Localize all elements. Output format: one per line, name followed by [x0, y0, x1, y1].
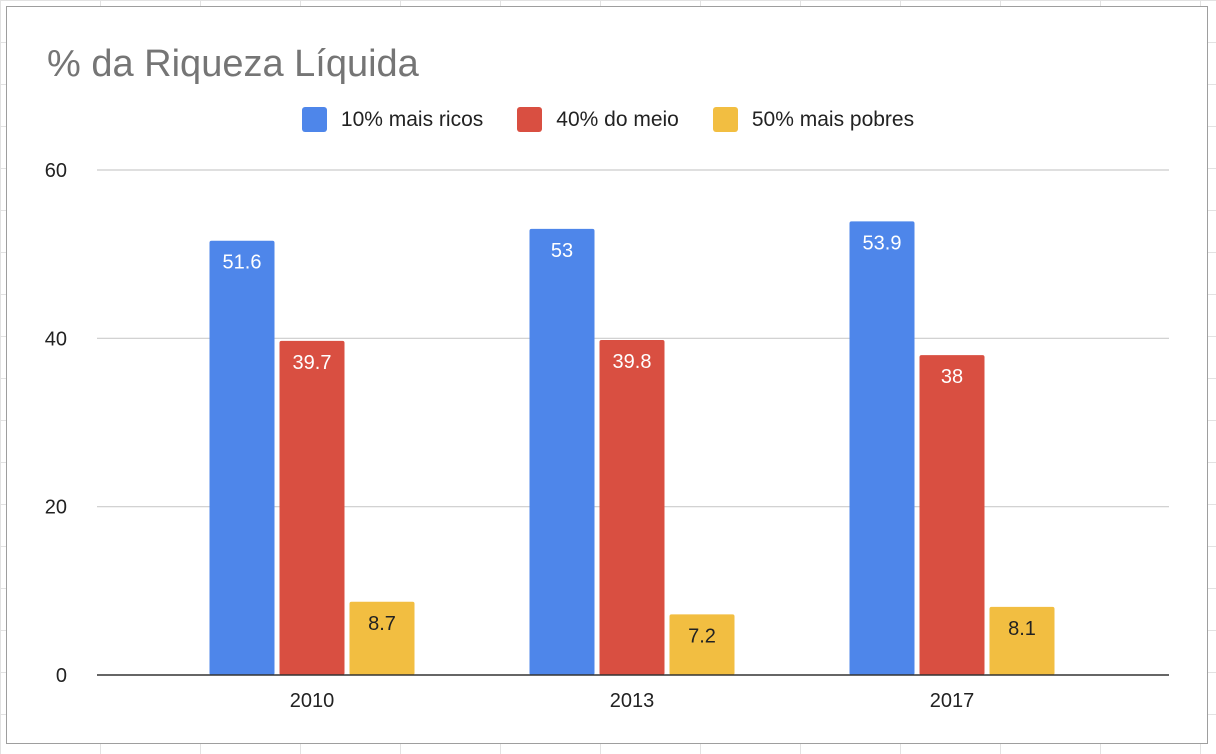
legend-item-40-do-meio[interactable]: 40% do meio — [517, 107, 679, 132]
bar-2010-series-2[interactable] — [279, 340, 345, 675]
legend-item-10-mais-ricos[interactable]: 10% mais ricos — [301, 107, 484, 132]
data-labels: 51.6 39.7 8.7 53 39.8 7.2 53.9 38 8.1 — [223, 232, 1036, 647]
x-tick-label-2013: 2013 — [610, 690, 655, 712]
data-label-2010-series-3: 8.7 — [368, 613, 396, 635]
legend-swatch-10-mais-ricos — [301, 107, 327, 132]
y-tick-label-60: 60 — [45, 160, 67, 182]
data-label-2017-series-2: 38 — [941, 366, 963, 388]
legend-label-10-mais-ricos: 10% mais ricos — [340, 107, 484, 131]
bar-2010-series-1[interactable] — [209, 240, 275, 675]
x-tick-label-2010: 2010 — [290, 690, 335, 712]
bar-2013-series-3[interactable] — [669, 614, 735, 675]
y-tick-label-40: 40 — [45, 328, 67, 350]
legend-swatch-50-mais-pobres — [712, 107, 738, 132]
legend-label-50-mais-pobres: 50% mais pobres — [751, 107, 915, 131]
bar-2017-series-1[interactable] — [849, 221, 915, 675]
bar-2010-series-3[interactable] — [349, 601, 415, 675]
x-axis-ticks: 2010 2013 2017 — [290, 690, 975, 712]
y-tick-label-20: 20 — [45, 497, 67, 519]
bars — [209, 221, 1055, 675]
data-label-2010-series-1: 51.6 — [223, 252, 262, 274]
chart-legend: 10% mais ricos 40% do meio 50% mais pobr… — [7, 107, 1209, 132]
bar-2013-series-2[interactable] — [599, 340, 665, 675]
data-label-2013-series-1: 53 — [551, 240, 573, 262]
legend-swatch-40-do-meio — [517, 107, 543, 132]
data-label-2017-series-1: 53.9 — [863, 232, 902, 254]
bar-2013-series-1[interactable] — [529, 228, 595, 675]
y-tick-label-0: 0 — [56, 665, 67, 687]
y-axis-ticks: 0 20 40 60 — [45, 160, 67, 687]
x-tick-label-2017: 2017 — [930, 690, 975, 712]
legend-item-50-mais-pobres[interactable]: 50% mais pobres — [712, 107, 915, 132]
data-label-2013-series-2: 39.8 — [613, 351, 652, 373]
bar-2017-series-3[interactable] — [989, 606, 1055, 675]
data-label-2010-series-2: 39.7 — [293, 352, 332, 374]
legend-label-40-do-meio: 40% do meio — [556, 107, 679, 131]
data-label-2017-series-3: 8.1 — [1008, 618, 1036, 640]
plot-area: 0 20 40 60 51.6 39.7 8.7 53 39.8 7.2 53.9 38 8.1 20… — [45, 160, 1169, 712]
data-label-2013-series-3: 7.2 — [688, 625, 716, 647]
bar-2017-series-2[interactable] — [919, 355, 985, 675]
chart-container[interactable]: % da Riqueza Líquida 10% mais ricos 40% … — [6, 6, 1208, 744]
chart-title: % da Riqueza Líquida — [47, 43, 419, 85]
